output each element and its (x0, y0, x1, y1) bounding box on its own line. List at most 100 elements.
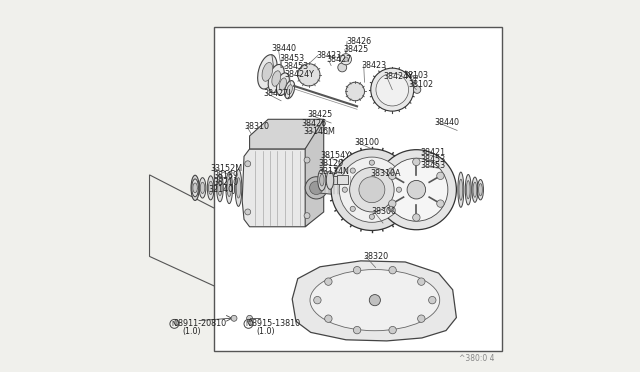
Ellipse shape (318, 169, 326, 191)
Circle shape (342, 187, 348, 192)
Text: 38310: 38310 (244, 122, 269, 131)
Circle shape (344, 57, 348, 61)
Text: N: N (172, 321, 177, 327)
Circle shape (339, 157, 404, 222)
Ellipse shape (268, 64, 284, 93)
Text: 38100: 38100 (355, 138, 380, 147)
Ellipse shape (272, 71, 281, 86)
Ellipse shape (280, 78, 287, 90)
Text: (1.0): (1.0) (182, 327, 201, 336)
Circle shape (388, 206, 394, 211)
Ellipse shape (258, 55, 277, 89)
Ellipse shape (285, 81, 294, 99)
Text: 38189: 38189 (214, 171, 239, 180)
Circle shape (324, 315, 332, 323)
Circle shape (349, 167, 394, 212)
Text: 33134N: 33134N (319, 167, 350, 176)
Ellipse shape (191, 175, 199, 201)
Circle shape (385, 158, 448, 221)
Text: 33152M: 33152M (211, 164, 243, 173)
Ellipse shape (218, 180, 222, 196)
Polygon shape (292, 261, 456, 341)
Text: 38425: 38425 (343, 45, 369, 54)
Bar (413, 75, 417, 78)
Ellipse shape (477, 180, 483, 200)
Circle shape (376, 73, 408, 106)
Polygon shape (316, 179, 372, 194)
Ellipse shape (458, 172, 464, 207)
Polygon shape (150, 175, 214, 286)
Circle shape (413, 214, 420, 221)
Ellipse shape (473, 182, 477, 197)
Ellipse shape (209, 181, 213, 195)
Text: 38423: 38423 (316, 51, 341, 60)
Text: 38102: 38102 (408, 80, 433, 89)
Circle shape (436, 172, 444, 180)
Circle shape (389, 266, 396, 274)
Text: N: N (246, 321, 251, 327)
Circle shape (388, 172, 396, 180)
Ellipse shape (262, 62, 273, 81)
Ellipse shape (276, 73, 289, 95)
Text: 38103: 38103 (403, 71, 428, 80)
Circle shape (346, 82, 364, 101)
Ellipse shape (465, 174, 471, 205)
Text: 38320: 38320 (364, 252, 388, 261)
Text: 38423: 38423 (362, 61, 387, 70)
Polygon shape (250, 119, 324, 149)
Circle shape (369, 160, 374, 165)
Polygon shape (242, 149, 316, 227)
Ellipse shape (310, 270, 440, 331)
Circle shape (305, 177, 328, 199)
Ellipse shape (236, 178, 241, 198)
Text: 38427J: 38427J (263, 89, 291, 98)
Ellipse shape (467, 180, 470, 199)
Text: 38154Y: 38154Y (321, 151, 351, 160)
Ellipse shape (319, 174, 324, 186)
Circle shape (369, 214, 374, 219)
Circle shape (244, 209, 251, 215)
Ellipse shape (216, 174, 223, 202)
Circle shape (353, 326, 361, 334)
Bar (214, 27, 502, 351)
Text: 38310A: 38310A (371, 169, 401, 177)
Ellipse shape (459, 179, 463, 200)
Ellipse shape (235, 169, 242, 206)
Ellipse shape (193, 183, 197, 193)
Polygon shape (305, 119, 324, 227)
Circle shape (244, 161, 251, 167)
Circle shape (304, 157, 310, 163)
Circle shape (350, 168, 355, 173)
Circle shape (359, 177, 385, 203)
Circle shape (314, 296, 321, 304)
Circle shape (396, 187, 401, 192)
Text: 38210: 38210 (214, 178, 239, 187)
Circle shape (388, 168, 394, 173)
Text: 38453: 38453 (283, 62, 308, 71)
Text: 38427: 38427 (326, 55, 351, 64)
Circle shape (353, 266, 361, 274)
Text: 38440: 38440 (272, 44, 297, 53)
Circle shape (246, 315, 253, 321)
Circle shape (350, 206, 355, 211)
Circle shape (298, 64, 320, 86)
Circle shape (338, 63, 347, 72)
Circle shape (331, 149, 413, 231)
Ellipse shape (200, 182, 205, 193)
Ellipse shape (227, 179, 232, 196)
Circle shape (413, 86, 421, 93)
Text: 08915-13810: 08915-13810 (248, 320, 301, 328)
Text: 38440: 38440 (434, 118, 459, 127)
Circle shape (388, 200, 396, 207)
Circle shape (407, 180, 426, 199)
Text: 38453: 38453 (420, 155, 445, 164)
Text: 33146M: 33146M (303, 126, 335, 136)
Circle shape (340, 54, 351, 65)
Ellipse shape (226, 172, 232, 203)
Circle shape (304, 213, 310, 219)
Circle shape (389, 326, 396, 334)
Text: 38425: 38425 (308, 110, 333, 119)
Text: 08911-20810: 08911-20810 (173, 320, 227, 328)
Text: 38426: 38426 (301, 119, 326, 128)
Polygon shape (319, 176, 372, 184)
